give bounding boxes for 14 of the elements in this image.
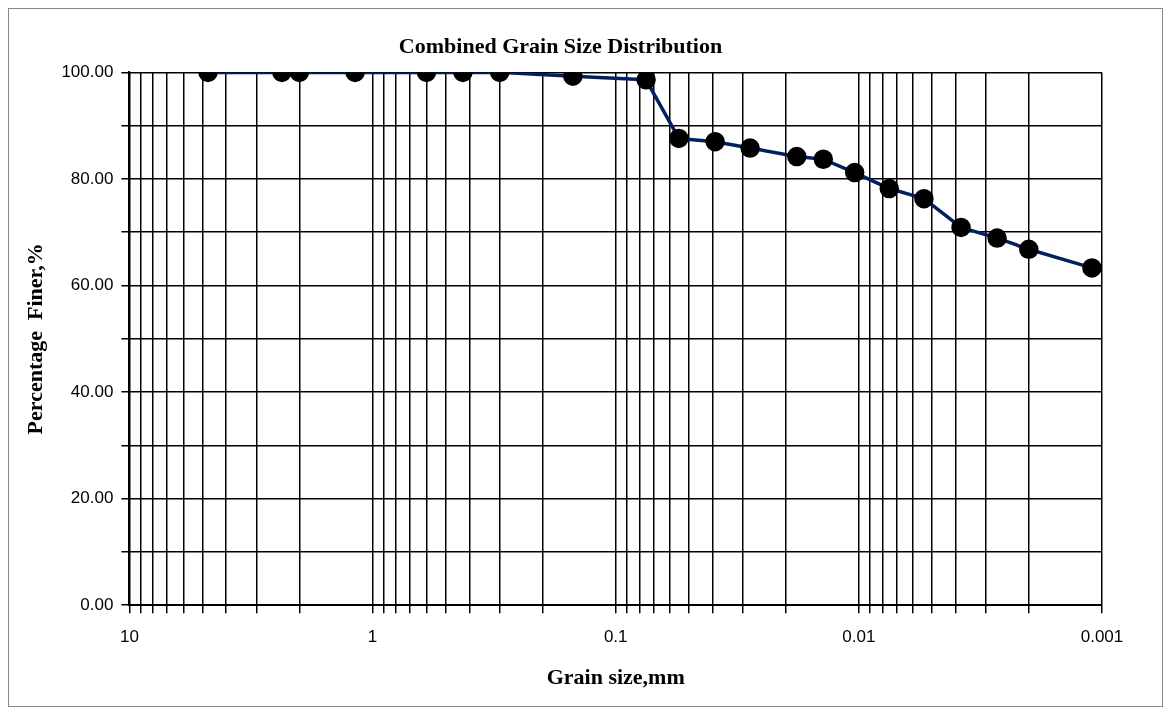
chart-title: Combined Grain Size Distribution [398,32,723,58]
x-tick-label: 0.01 [842,627,876,647]
y-axis-title: Percentage Finer,% [21,243,47,435]
x-tick-label: 0.001 [1080,627,1124,647]
y-tick-label: 0.00 [80,594,114,614]
x-tick-label: 0.1 [603,627,628,647]
y-tick-label: 20.00 [70,488,114,508]
x-tick-label: 10 [119,627,139,647]
y-tick-label: 40.00 [70,381,114,401]
y-tick-label: 60.00 [70,275,114,295]
y-tick-label: 80.00 [70,168,114,188]
x-tick-label: 1 [367,627,378,647]
x-axis-title: Grain size,mm [546,664,685,690]
y-tick-label: 100.00 [61,62,114,82]
